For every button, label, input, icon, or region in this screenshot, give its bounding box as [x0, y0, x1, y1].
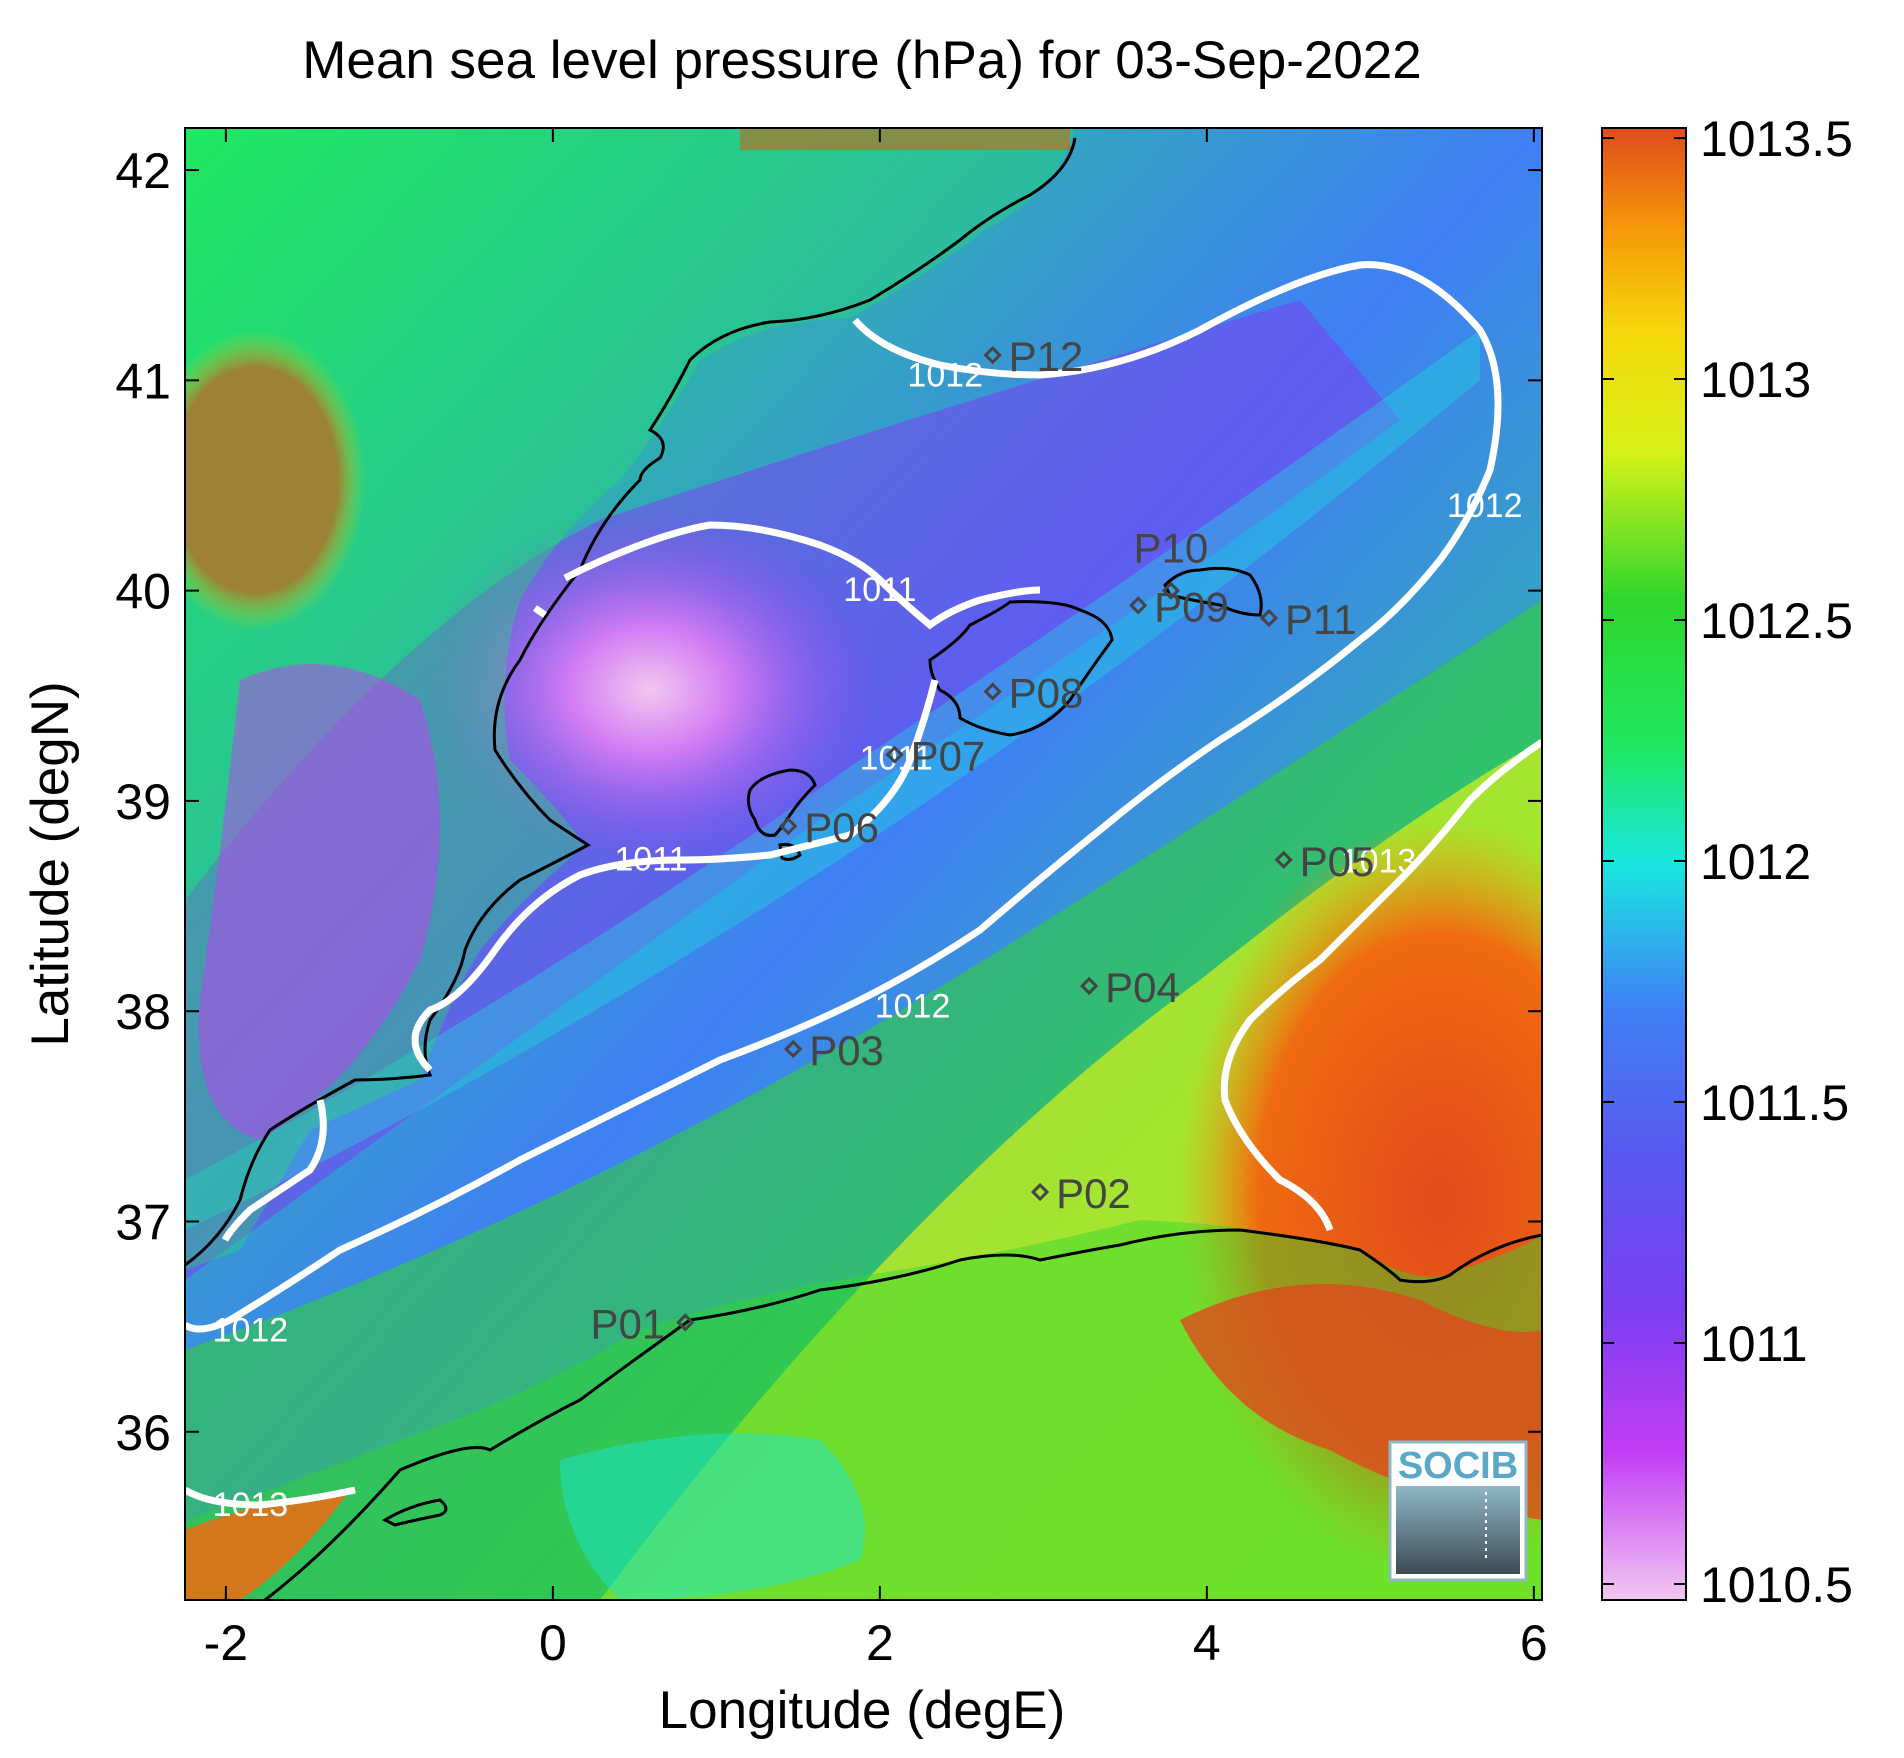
- contour-1011-south: [411, 679, 939, 1073]
- low-pressure-core: [420, 510, 880, 870]
- station-marker-p05: [1274, 850, 1293, 869]
- station-marker-p12: [983, 345, 1002, 365]
- x-tick-label-0: -2: [204, 1615, 248, 1671]
- colorbar-tick-label-3: 1012: [1700, 834, 1811, 890]
- high-pressure-west: [185, 330, 365, 630]
- iberia-land-noise: [185, 128, 1075, 1270]
- station-label-p06: P06: [804, 804, 879, 851]
- africa-cyan-patch: [560, 1433, 865, 1600]
- x-axis: -2 0 2 4 6: [204, 128, 1548, 1671]
- station-label-p11: P11: [1285, 596, 1357, 643]
- station-marker-p09: [1129, 596, 1148, 615]
- contour-label-1012-0: 1012: [907, 357, 983, 395]
- station-marker-p11: [1259, 608, 1279, 628]
- station-marker-p10: [1161, 581, 1180, 600]
- y-tick-label-0: 36: [115, 1405, 171, 1461]
- iberia-purple-patch: [198, 664, 440, 1140]
- station-marker-p07: [885, 745, 904, 764]
- y-axis: 36 37 38 39 40 41 42: [115, 143, 1542, 1461]
- contour-label-1013-1: 1013: [213, 1486, 289, 1524]
- menorca-coastline: [1163, 566, 1263, 617]
- station-label-p05: P05: [1300, 838, 1375, 885]
- station-label-p04: P04: [1105, 964, 1180, 1011]
- africa-coastline: [264, 1228, 1542, 1600]
- y-tick-label-2: 38: [115, 984, 171, 1040]
- station-label-p08: P08: [1009, 670, 1084, 717]
- colorbar-tick-label-1: 1011: [1700, 1316, 1808, 1372]
- chart-title: Mean sea level pressure (hPa) for 03-Sep…: [302, 31, 1422, 90]
- contour-label-1012-1: 1012: [1447, 487, 1523, 525]
- contour-1012-north: [185, 261, 1502, 1333]
- colorbar-tick-label-2: 1011.5: [1700, 1075, 1849, 1131]
- colorbar: [1601, 127, 1687, 1601]
- contour-1011-west-fragment: [532, 605, 548, 618]
- contour-1013: [1220, 739, 1542, 1232]
- southwest-red-corner: [185, 1490, 350, 1600]
- socib-logo: SOCIB: [1388, 1440, 1528, 1582]
- iberia-coastline: [185, 137, 1077, 1267]
- station-label-p12: P12: [1009, 333, 1084, 380]
- station-label-p07: P07: [911, 733, 986, 780]
- station-marker-p04: [1079, 976, 1099, 996]
- contour-label-1012-2: 1012: [875, 988, 951, 1026]
- y-tick-label-3: 39: [115, 774, 171, 830]
- station-points: P01 P02 P03 P04 P05 P06 P07 P08 P09 P10 P11 P12: [591, 333, 1375, 1347]
- alboran-coastline: [381, 1498, 448, 1527]
- colorbar-tick-label-6: 1013.5: [1700, 111, 1853, 167]
- colorbar-tick-label-4: 1012.5: [1700, 593, 1853, 649]
- formentera-coastline: [778, 843, 802, 861]
- ibiza-coastline: [746, 768, 817, 837]
- x-tick-label-2: 2: [866, 1615, 894, 1671]
- socib-logo-text: SOCIB: [1398, 1445, 1518, 1487]
- station-marker-p01: [676, 1313, 695, 1332]
- map-frame: [184, 127, 1543, 1601]
- y-tick-label-5: 41: [115, 353, 171, 409]
- station-label-p09: P09: [1154, 583, 1229, 630]
- station-label-p01: P01: [591, 1300, 666, 1347]
- contour-1011-southwest: [221, 1099, 327, 1242]
- contour-label-1013-0: 1013: [1341, 842, 1417, 880]
- station-label-p10: P10: [1134, 525, 1209, 572]
- contour-1011: [563, 521, 1041, 630]
- x-tick-label-3: 4: [1193, 1615, 1221, 1671]
- y-axis-label: Latitude (degN): [21, 681, 80, 1046]
- contour-1013-southwest: [185, 1486, 356, 1509]
- x-tick-label-1: 0: [539, 1615, 567, 1671]
- contour-label-1011-1: 1011: [614, 840, 687, 878]
- y-tick-label-6: 42: [115, 143, 171, 199]
- x-tick-label-4: 6: [1520, 1615, 1548, 1671]
- contour-label-1012-3: 1012: [213, 1311, 289, 1349]
- x-axis-label: Longitude (degE): [659, 1681, 1066, 1740]
- station-marker-p03: [784, 1039, 803, 1059]
- contour-label-1011-0: 1011: [843, 571, 916, 609]
- station-label-p03: P03: [809, 1027, 884, 1074]
- mallorca-coastline: [928, 600, 1114, 737]
- high-pressure-top-band: [740, 128, 1070, 150]
- station-marker-p08: [983, 682, 1002, 701]
- colorbar-ticks: 1010.5 1011 1011.5 1012 1012.5 1013 1013.5: [1602, 111, 1853, 1613]
- station-marker-p02: [1030, 1182, 1050, 1202]
- station-marker-p06: [779, 817, 798, 836]
- station-label-p02: P02: [1056, 1170, 1131, 1217]
- colorbar-tick-label-5: 1013: [1700, 352, 1811, 408]
- colorbar-tick-label-0: 1010.5: [1700, 1557, 1853, 1613]
- y-tick-label-1: 37: [115, 1194, 171, 1250]
- y-tick-label-4: 40: [115, 564, 171, 620]
